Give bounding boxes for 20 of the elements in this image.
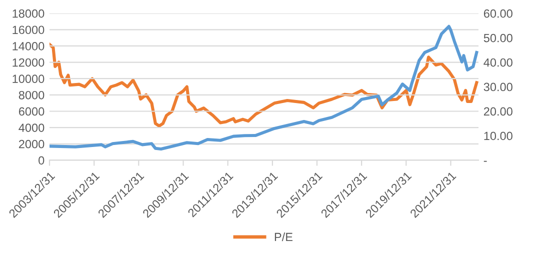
y-tick-label: 16000 (12, 26, 44, 34)
y2-tick-label: 40.00 (484, 58, 512, 67)
line-series (50, 24, 478, 151)
y2-tick-label: 30.00 (484, 82, 512, 92)
y-tick-label: 6000 (18, 107, 44, 116)
y-tick-label: 4000 (18, 124, 44, 132)
y2-tick-label: 50.00 (484, 34, 512, 42)
y2-tick-label: 10.00 (484, 132, 512, 140)
y2-tick-label: - (484, 160, 487, 162)
y-tick-label: 18000 (12, 9, 44, 18)
y-tick-label: 2000 (18, 140, 44, 148)
y-tick-label: 14000 (12, 42, 44, 50)
y-tick-label: 0 (38, 156, 44, 165)
y-tick-label: 12000 (12, 58, 44, 67)
y-tick-label: 10000 (12, 74, 44, 84)
y2-tick-label: 20.00 (484, 107, 512, 116)
y-tick-label: 8000 (18, 90, 44, 100)
line-series (50, 42, 478, 128)
legend-label: P/E (274, 232, 292, 242)
y2-tick-label: 60.00 (484, 9, 512, 18)
